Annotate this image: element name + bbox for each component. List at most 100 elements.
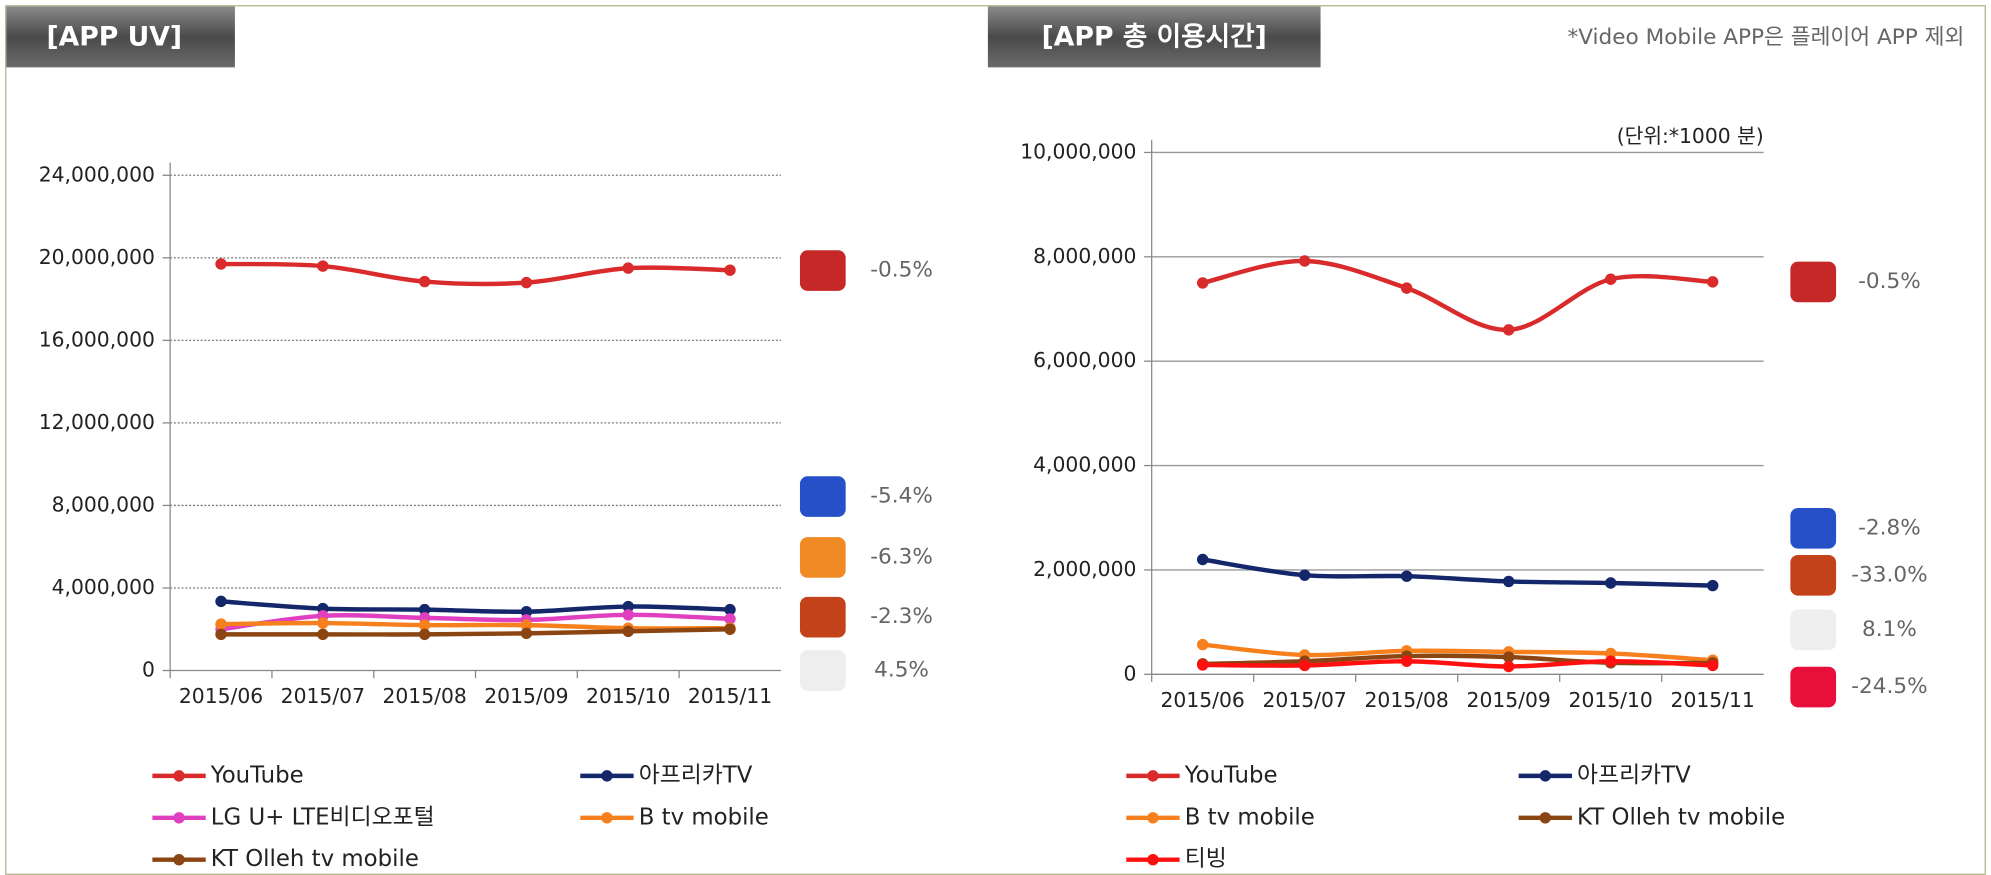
x-tick-label: 2015/10 bbox=[586, 684, 670, 708]
annotation: -33.0% bbox=[1851, 562, 1927, 587]
legend-dot bbox=[173, 853, 185, 866]
point bbox=[1502, 651, 1515, 663]
header-box bbox=[987, 6, 1321, 68]
legend-dot bbox=[1539, 770, 1552, 782]
point bbox=[1298, 659, 1311, 672]
point bbox=[520, 276, 533, 289]
point bbox=[1196, 553, 1209, 566]
x-tick-label: 2015/06 bbox=[1161, 688, 1245, 712]
point bbox=[1604, 273, 1617, 285]
x-tick-label: 2015/08 bbox=[382, 684, 466, 708]
point bbox=[724, 623, 736, 635]
point bbox=[1196, 638, 1209, 651]
legend-dot bbox=[173, 770, 185, 782]
annotation: -5.4% bbox=[870, 484, 933, 509]
x-tick-label: 2015/09 bbox=[484, 684, 568, 708]
series-line bbox=[1202, 642, 1713, 663]
app-icon bbox=[799, 596, 846, 638]
chart-title: [APP 총 이용시간] bbox=[1042, 22, 1267, 53]
x-tick-label: 2015/07 bbox=[1263, 688, 1347, 712]
point bbox=[622, 262, 634, 274]
legend-label: B tv mobile bbox=[639, 804, 769, 830]
point bbox=[418, 628, 431, 641]
legend-dot bbox=[601, 812, 613, 824]
point bbox=[1706, 659, 1719, 672]
y-tick-label: 0 bbox=[142, 658, 155, 682]
point bbox=[724, 264, 736, 276]
app-icon bbox=[799, 537, 846, 578]
y-tick-label: 24,000,000 bbox=[39, 162, 155, 186]
app-icon bbox=[1790, 609, 1837, 651]
annotation: -6.3% bbox=[870, 544, 933, 569]
point bbox=[622, 600, 634, 613]
app-icon bbox=[1790, 261, 1837, 303]
legend-label: B tv mobile bbox=[1185, 804, 1315, 830]
legend-label: KT Olleh tv mobile bbox=[1577, 804, 1785, 830]
y-tick-label: 20,000,000 bbox=[39, 245, 155, 269]
legend-label: 아프리카TV bbox=[1577, 762, 1691, 788]
point bbox=[215, 258, 227, 270]
annotation: -0.5% bbox=[870, 258, 933, 283]
point bbox=[215, 628, 227, 641]
point bbox=[1400, 655, 1413, 667]
legend-label: LG U+ LTE비디오포털 bbox=[211, 804, 435, 830]
y-tick-label: 0 bbox=[1124, 661, 1137, 685]
point bbox=[1706, 579, 1719, 592]
y-tick-label: 10,000,000 bbox=[1020, 139, 1136, 163]
app-icon bbox=[799, 476, 846, 517]
legend-dot bbox=[1539, 812, 1552, 824]
point bbox=[1502, 324, 1515, 336]
point bbox=[1502, 660, 1515, 673]
point bbox=[520, 619, 533, 631]
point bbox=[1400, 570, 1413, 582]
header-box bbox=[6, 6, 235, 68]
unit-label: (단위:*1000 분) bbox=[1617, 124, 1764, 148]
point bbox=[1298, 255, 1311, 267]
point bbox=[1502, 575, 1515, 588]
series-line bbox=[1202, 258, 1713, 333]
legend-dot bbox=[1147, 770, 1159, 782]
y-tick-label: 4,000,000 bbox=[1033, 453, 1136, 477]
app-icon bbox=[1790, 507, 1837, 549]
legend-label: YouTube bbox=[1184, 762, 1278, 788]
series-line bbox=[220, 612, 731, 632]
app-icon bbox=[799, 650, 846, 691]
y-tick-label: 8,000,000 bbox=[52, 492, 155, 516]
point bbox=[1298, 569, 1311, 581]
legend-dot bbox=[1147, 853, 1159, 866]
point bbox=[622, 625, 634, 638]
series-line bbox=[220, 599, 731, 614]
point bbox=[1706, 276, 1719, 288]
series-line bbox=[1202, 557, 1713, 588]
series-line bbox=[221, 627, 731, 637]
x-tick-label: 2015/06 bbox=[179, 684, 263, 708]
x-tick-label: 2015/07 bbox=[281, 684, 365, 708]
note: *Video Mobile APP은 플레이어 APP 제외 bbox=[1567, 25, 1964, 50]
x-tick-label: 2015/11 bbox=[1671, 688, 1755, 712]
legend-label: KT Olleh tv mobile bbox=[211, 846, 419, 872]
point bbox=[418, 603, 431, 616]
point bbox=[1196, 659, 1209, 671]
x-tick-label: 2015/08 bbox=[1365, 688, 1449, 712]
annotation: 4.5% bbox=[874, 658, 929, 683]
legend-label: 티빙 bbox=[1185, 846, 1227, 872]
x-tick-label: 2015/11 bbox=[688, 684, 772, 708]
point bbox=[317, 617, 329, 629]
point bbox=[622, 609, 634, 621]
app-icon bbox=[799, 250, 846, 291]
x-tick-label: 2015/10 bbox=[1569, 688, 1653, 712]
point bbox=[1604, 577, 1617, 589]
legend-dot bbox=[1147, 812, 1159, 824]
frame bbox=[5, 5, 1986, 875]
point bbox=[317, 260, 329, 272]
point bbox=[520, 627, 533, 640]
point bbox=[724, 603, 736, 616]
point bbox=[215, 618, 227, 630]
point bbox=[215, 595, 227, 608]
legend-label: YouTube bbox=[210, 762, 304, 788]
annotation: 8.1% bbox=[1862, 617, 1917, 642]
point bbox=[418, 619, 431, 631]
point bbox=[520, 605, 533, 618]
